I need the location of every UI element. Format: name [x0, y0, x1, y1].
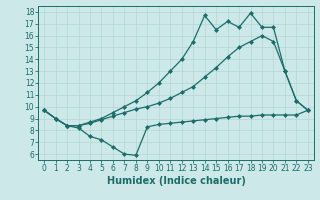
X-axis label: Humidex (Indice chaleur): Humidex (Indice chaleur) — [107, 176, 245, 186]
